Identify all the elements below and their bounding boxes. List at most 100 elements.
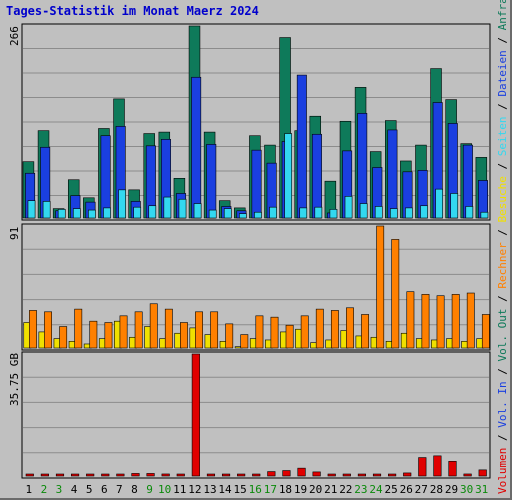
x-tick-day-7: 7 — [116, 483, 123, 496]
bar-volumen-day-24 — [372, 473, 382, 477]
x-tick-day-2: 2 — [41, 483, 48, 496]
x-tick-day-22: 22 — [339, 483, 352, 496]
bar-seiten-day-28 — [435, 188, 443, 219]
x-tick-day-14: 14 — [218, 483, 232, 496]
bar-rechner-day-11 — [180, 322, 188, 349]
bar-dateien-day-16 — [251, 149, 262, 219]
x-tick-day-30: 30 — [460, 483, 473, 496]
bar-seiten-day-26 — [405, 207, 413, 219]
bar-seiten-day-9 — [148, 205, 157, 219]
bar-volumen-day-11 — [176, 473, 185, 477]
bar-rechner-day-14 — [225, 323, 234, 349]
bar-seiten-day-11 — [178, 198, 187, 219]
bar-rechner-day-25 — [391, 239, 400, 349]
bar-dateien-day-12 — [191, 76, 202, 219]
x-tick-day-12: 12 — [188, 483, 201, 496]
x-tick-day-20: 20 — [309, 483, 322, 496]
bar-rechner-day-9 — [149, 303, 158, 349]
bar-rechner-day-7 — [119, 315, 128, 349]
x-tick-day-6: 6 — [101, 483, 108, 496]
bar-seiten-day-1 — [27, 200, 36, 219]
bar-seiten-day-20 — [314, 206, 323, 219]
bar-seiten-day-22 — [344, 196, 353, 219]
bar-volumen-day-26 — [403, 472, 412, 477]
series-legend: Volumen / Vol. In / Vol. Out / Rechner /… — [496, 0, 509, 494]
bar-volumen-day-30 — [463, 473, 472, 477]
bar-seiten-day-14 — [223, 208, 232, 219]
x-tick-day-18: 18 — [279, 483, 292, 496]
bar-volumen-day-18 — [282, 470, 291, 477]
x-tick-day-27: 27 — [415, 483, 428, 496]
x-tick-day-21: 21 — [324, 483, 337, 496]
bar-volumen-day-31 — [478, 469, 487, 477]
bar-volumen-day-28 — [433, 455, 442, 477]
bar-volumen-day-9 — [146, 473, 155, 477]
x-tick-day-11: 11 — [173, 483, 186, 496]
bar-rechner-day-29 — [451, 294, 460, 349]
legend-entry-vol-out: Vol. Out — [496, 308, 509, 362]
bar-dateien-day-25 — [387, 129, 398, 219]
panel2-ymax-label: 91 — [8, 226, 21, 240]
bar-seiten-day-16 — [254, 211, 262, 219]
bar-volumen-day-23 — [357, 473, 366, 477]
bar-seiten-day-21 — [329, 209, 338, 219]
x-tick-day-15: 15 — [234, 483, 247, 496]
bar-volumen-day-2 — [40, 473, 49, 477]
x-tick-day-24: 24 — [369, 483, 383, 496]
bar-rechner-day-22 — [346, 307, 354, 349]
bar-rechner-day-21 — [330, 310, 339, 349]
bar-dateien-day-6 — [100, 135, 111, 219]
bar-volumen-day-25 — [388, 473, 397, 477]
bar-rechner-day-4 — [74, 308, 83, 349]
bar-seiten-day-10 — [163, 196, 172, 219]
panel1-ymax-label: 266 — [8, 26, 21, 46]
legend-separator: / — [496, 361, 509, 382]
bar-rechner-day-23 — [361, 314, 370, 349]
bar-volumen-day-1 — [25, 473, 34, 477]
bar-rechner-day-5 — [89, 320, 98, 349]
legend-entry-vol-in: Vol. In — [496, 381, 509, 428]
bar-rechner-day-24 — [376, 225, 385, 349]
bar-volumen-day-29 — [448, 461, 457, 477]
x-tick-day-10: 10 — [158, 483, 171, 496]
bar-rechner-day-28 — [436, 295, 445, 349]
bar-seiten-day-19 — [299, 207, 308, 219]
bar-rechner-day-8 — [134, 311, 143, 349]
bar-volumen-day-21 — [327, 473, 336, 477]
bar-volumen-day-22 — [342, 473, 351, 477]
bar-rechner-day-18 — [285, 324, 294, 349]
frame-shadow-right — [510, 0, 512, 500]
x-tick-day-26: 26 — [400, 483, 413, 496]
x-tick-day-5: 5 — [86, 483, 93, 496]
x-tick-day-25: 25 — [384, 483, 397, 496]
bar-volumen-day-5 — [86, 473, 95, 477]
bar-dateien-day-20 — [311, 133, 322, 219]
bar-dateien-day-23 — [357, 113, 368, 219]
bar-seiten-day-2 — [42, 201, 51, 219]
bar-volumen-day-27 — [418, 457, 427, 477]
bar-seiten-day-17 — [269, 206, 277, 219]
panel3-ymax-label: 35.75 GB — [8, 353, 21, 406]
bar-volumen-day-20 — [312, 471, 321, 477]
bar-volumen-day-7 — [116, 473, 125, 477]
bar-volumen-day-8 — [131, 473, 140, 477]
bar-rechner-day-20 — [315, 308, 324, 349]
panel-volume-frame — [21, 351, 491, 479]
x-tick-day-28: 28 — [430, 483, 443, 496]
bar-seiten-day-27 — [420, 205, 428, 219]
bar-volumen-day-10 — [161, 473, 170, 477]
bar-rechner-day-17 — [270, 316, 279, 349]
legend-separator: / — [496, 30, 509, 51]
bar-rechner-day-15 — [240, 334, 249, 349]
bar-rechner-day-1 — [29, 310, 37, 349]
bar-volumen-day-12 — [191, 353, 200, 477]
chart-title: Tages-Statistik im Monat Maerz 2024 — [6, 4, 259, 18]
bar-rechner-day-12 — [195, 311, 203, 349]
legend-entry-volumen: Volumen — [496, 447, 509, 494]
x-tick-day-19: 19 — [294, 483, 307, 496]
legend-entry-dateien: Dateien — [496, 50, 509, 97]
bar-seiten-day-6 — [103, 207, 111, 219]
bar-dateien-day-13 — [206, 144, 217, 219]
